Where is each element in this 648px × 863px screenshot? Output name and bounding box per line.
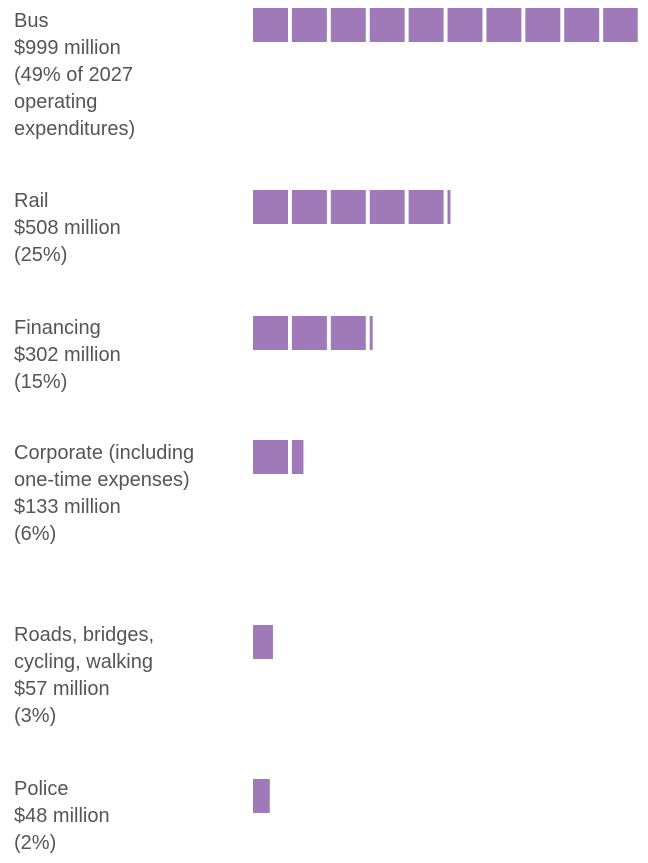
bar-unit — [253, 625, 273, 659]
bar-unit — [447, 8, 483, 42]
bar-unit — [408, 190, 444, 224]
row-label: Rail $508 million (25%) — [14, 188, 219, 269]
bar-unit — [253, 8, 288, 42]
value-label: $133 million — [14, 496, 121, 518]
value-label: $508 million — [14, 217, 121, 239]
bar-unit — [253, 440, 288, 474]
bar-unit — [291, 190, 327, 224]
value-label: $48 million — [14, 805, 110, 827]
bar-unit — [330, 8, 366, 42]
bar-unit — [408, 8, 444, 42]
share-label: (15%) — [14, 371, 68, 393]
bar-unit — [253, 316, 288, 350]
value-label: $302 million — [14, 344, 121, 366]
bar-unit — [253, 779, 270, 813]
bar-unit — [603, 8, 638, 42]
bar-unit — [330, 316, 366, 350]
value-label: $57 million — [14, 678, 110, 700]
bar-unit — [486, 8, 522, 42]
bar-unit — [369, 8, 405, 42]
share-label: (2%) — [14, 832, 57, 854]
row-label: Financing $302 million (15%) — [14, 315, 219, 396]
category: Rail — [14, 190, 49, 212]
value-label: $999 million — [14, 37, 121, 59]
category: Financing — [14, 317, 101, 339]
bar-unit — [369, 190, 405, 224]
bar-unit — [369, 316, 373, 350]
bar — [253, 190, 451, 224]
bar-unit — [525, 8, 561, 42]
bar-unit — [330, 190, 366, 224]
share-label: (3%) — [14, 705, 57, 727]
row-label: Roads, bridges, cycling, walking $57 mill… — [14, 622, 219, 730]
share-label: (49% of 2027 operating expenditures) — [14, 64, 136, 140]
bar-unit — [291, 440, 304, 474]
row-label: Police $48 million (2%) — [14, 776, 219, 857]
share-label: (6%) — [14, 523, 57, 545]
category: Roads, bridges, cycling, walking — [14, 624, 155, 673]
category: Police — [14, 778, 69, 800]
bar — [253, 779, 270, 813]
bar-unit — [447, 190, 451, 224]
bar-unit — [253, 190, 288, 224]
row-label: Bus $999 million (49% of 2027 operating ex… — [14, 8, 219, 143]
bar-unit — [291, 316, 327, 350]
category: Bus — [14, 10, 49, 32]
bar-unit — [291, 8, 327, 42]
bar-unit — [564, 8, 600, 42]
category: Corporate (including one-time expenses) — [14, 442, 195, 491]
row-label: Corporate (including one-time expenses) $… — [14, 440, 219, 548]
bar — [253, 625, 273, 659]
share-label: (25%) — [14, 244, 68, 266]
bar — [253, 8, 638, 42]
bar — [253, 316, 373, 350]
bar — [253, 440, 304, 474]
